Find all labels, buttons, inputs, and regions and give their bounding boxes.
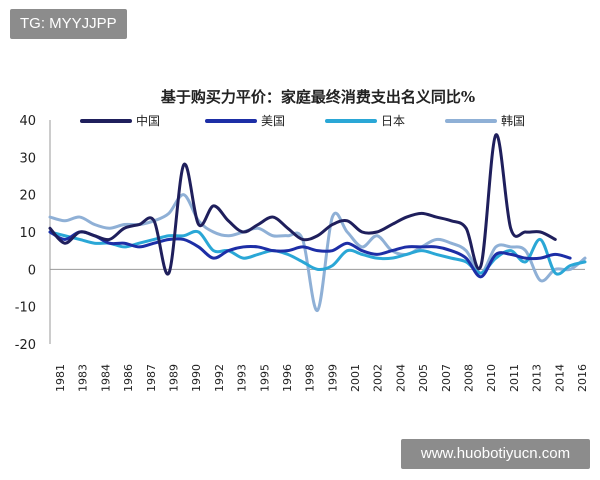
x-axis: 1981 1983 1984 1986 1987 1989 1990 1992 1993 1995… — [50, 268, 589, 392]
x-tick-label: 1984 — [99, 364, 112, 392]
x-tick-label: 1989 — [167, 364, 180, 392]
x-tick-label: 2002 — [372, 364, 385, 392]
y-axis: -20 -10 0 10 20 30 40 — [15, 114, 51, 353]
y-tick-label: 30 — [19, 151, 36, 166]
y-tick-label: 0 — [28, 263, 36, 278]
x-tick-label: 2007 — [440, 364, 453, 392]
x-tick-label: 1981 — [54, 364, 67, 392]
x-tick-label: 1998 — [304, 364, 317, 392]
y-tick-label: 20 — [19, 189, 36, 204]
legend-label-0: 中国 — [136, 113, 160, 128]
x-tick-label: 2016 — [576, 364, 589, 392]
y-tick-label: -10 — [15, 301, 36, 316]
x-tick-label: 2001 — [349, 364, 362, 392]
x-tick-label: 2008 — [463, 364, 476, 392]
legend-label-2: 日本 — [381, 114, 405, 128]
legend-label-3: 韩国 — [501, 113, 525, 128]
watermark-bottom-right: www.huobotiyucn.com — [401, 439, 590, 469]
chart-title: 基于购买力平价：家庭最终消费支出名义同比% — [160, 88, 475, 106]
x-tick-label: 1987 — [145, 364, 158, 392]
series-lines — [48, 133, 587, 312]
x-tick-label: 1992 — [213, 364, 226, 392]
watermark-top-left: TG: MYYJJPP — [10, 9, 127, 39]
chart-legend: 中国 美国 日本 韩国 — [80, 113, 525, 128]
x-tick-label: 2004 — [394, 364, 407, 392]
x-tick-label: 1990 — [190, 364, 203, 392]
series-line-0 — [48, 133, 557, 276]
x-tick-label: 2013 — [531, 364, 544, 392]
y-tick-label: -20 — [15, 338, 36, 353]
x-tick-label: 1996 — [281, 364, 294, 392]
x-tick-label: 1999 — [326, 364, 339, 392]
x-tick-label: 1995 — [258, 364, 271, 392]
x-tick-label: 1993 — [236, 364, 249, 392]
series-line-2 — [48, 229, 587, 276]
x-tick-label: 1983 — [77, 364, 90, 392]
x-tick-label: 1986 — [122, 364, 135, 392]
y-tick-label: 10 — [19, 226, 36, 241]
x-tick-label: 2010 — [485, 364, 498, 392]
x-tick-label: 2011 — [508, 364, 521, 392]
series-line-1 — [48, 230, 572, 279]
y-tick-label: 40 — [19, 114, 36, 129]
x-tick-label: 2014 — [553, 364, 566, 392]
x-tick-label: 2005 — [417, 364, 430, 392]
legend-label-1: 美国 — [261, 114, 285, 128]
